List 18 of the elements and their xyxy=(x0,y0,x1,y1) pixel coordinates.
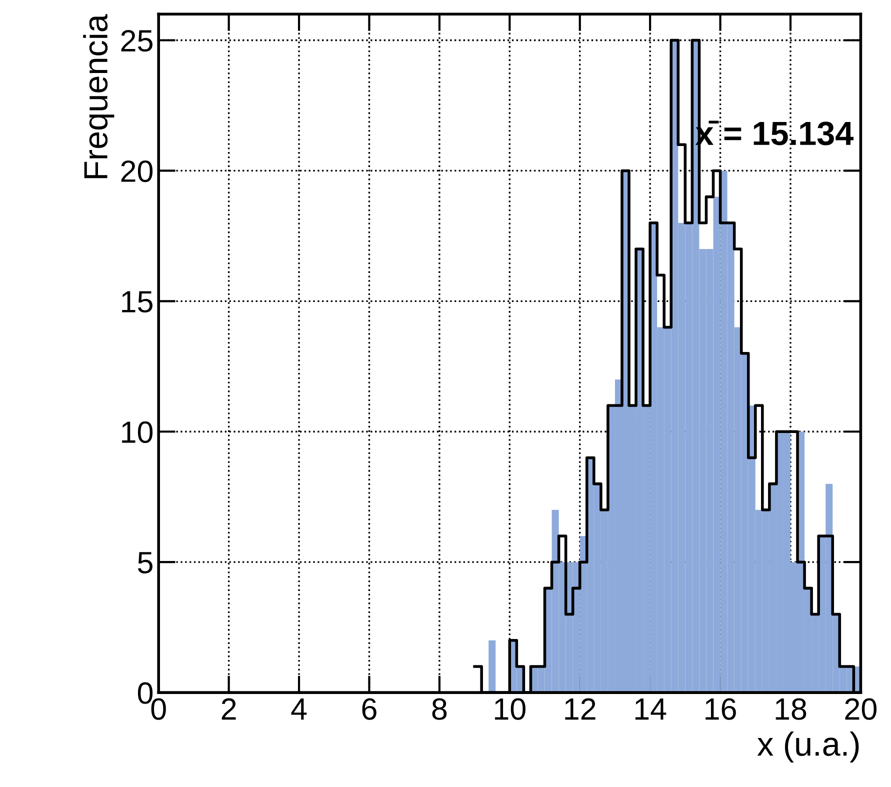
x-tick-label: 6 xyxy=(362,698,376,720)
x-tick-label: 8 xyxy=(432,698,447,720)
y-tick-label: 15 xyxy=(122,291,152,313)
x-tick-label: 2 xyxy=(222,698,236,720)
x-tick-label: 16 xyxy=(706,698,736,720)
x-tick-label: 10 xyxy=(494,698,526,720)
y-tick-label: 10 xyxy=(122,421,153,444)
y-axis-title: Frequencia xyxy=(83,14,114,178)
x-tick-label: 20 xyxy=(845,698,877,720)
x-tick-label: 18 xyxy=(776,698,806,720)
y-tick-label: 5 xyxy=(138,552,152,574)
x-tick-label: 12 xyxy=(565,698,596,720)
x-tick-label: 4 xyxy=(291,698,307,720)
y-tick-label: 0 xyxy=(138,682,153,704)
x-axis-title: x (u.a.) xyxy=(757,731,859,763)
y-tick-label: 25 xyxy=(121,30,152,52)
x-tick-label: 14 xyxy=(635,698,666,720)
y-tick-label: 20 xyxy=(121,160,153,182)
